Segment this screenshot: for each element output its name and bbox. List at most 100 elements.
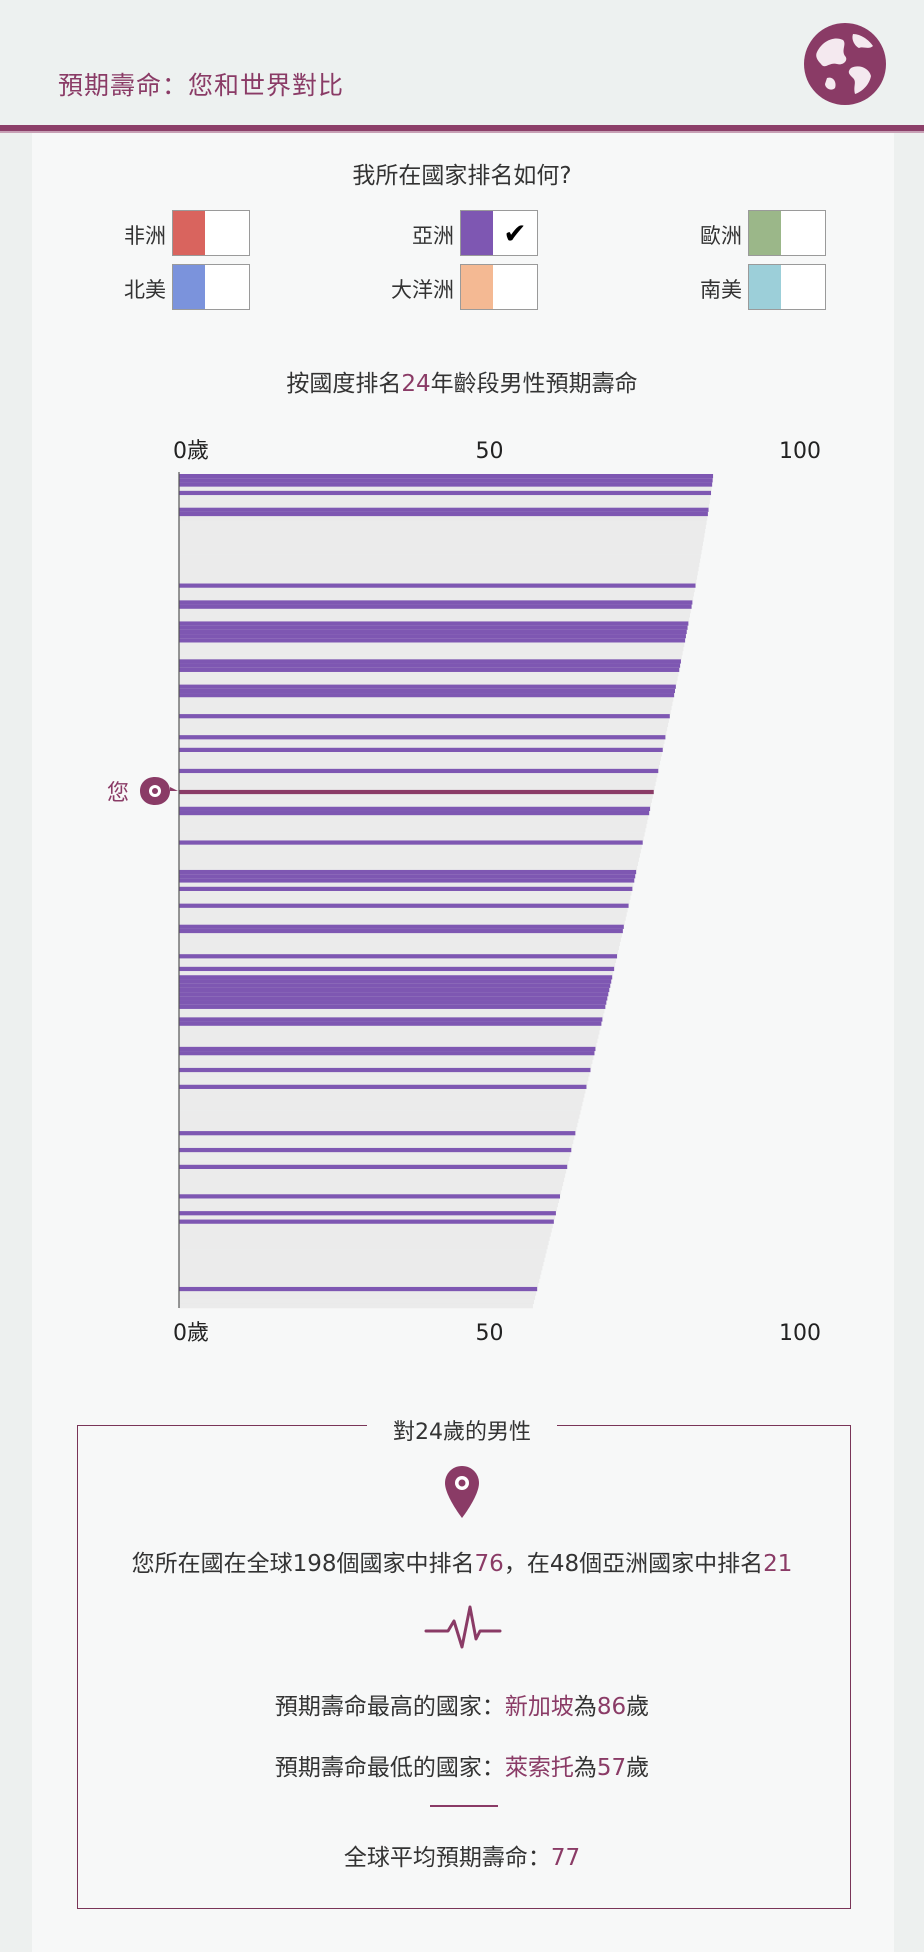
country-bar — [179, 562, 700, 567]
country-bar — [179, 1008, 605, 1014]
country-bar — [179, 1169, 567, 1174]
country-bar — [179, 554, 701, 559]
toggle-north-america[interactable]: 北美 — [110, 264, 250, 310]
country-bar — [179, 1291, 537, 1296]
country-bar — [179, 726, 668, 732]
highlighted-country-bar — [179, 1211, 556, 1216]
country-bar — [179, 722, 669, 728]
summary-title: 對24歲的男性 — [0, 1414, 924, 1446]
highlighted-country-bar — [179, 886, 633, 891]
rank-statement: 您所在國在全球198個國家中排名76，在48個亞洲國家中排名21 — [0, 1544, 924, 1578]
country-bar — [179, 933, 622, 938]
country-bar — [179, 646, 684, 652]
country-bar — [179, 971, 614, 976]
highest-value: 86 — [596, 1694, 627, 1720]
highlighted-country-bar — [179, 1084, 587, 1089]
location-pin-icon — [445, 1466, 479, 1518]
country-bar — [179, 1282, 539, 1288]
highlighted-country-bar — [179, 490, 712, 496]
country-bar — [179, 1156, 570, 1161]
toggle-asia[interactable]: 亞洲 ✔ — [380, 210, 538, 256]
country-bar — [179, 764, 660, 770]
toggle-switch[interactable]: ✔ — [460, 210, 538, 256]
country-bar — [179, 827, 646, 833]
toggle-label: 大洋洲 — [391, 278, 454, 302]
checkmark-icon[interactable]: ✔ — [503, 216, 527, 250]
country-bar — [179, 499, 710, 504]
country-bar — [179, 1173, 566, 1178]
country-bar — [179, 541, 704, 546]
highlighted-country-bar — [179, 1067, 591, 1073]
highlighted-country-bar — [179, 659, 681, 664]
country-bar — [179, 819, 648, 824]
country-bar — [179, 857, 639, 862]
country-bar — [179, 781, 656, 786]
country-bar — [179, 1261, 544, 1267]
country-bar — [179, 676, 678, 681]
highlighted-country-bar — [179, 1286, 538, 1292]
highlighted-country-bar — [179, 806, 651, 811]
country-bar — [179, 1215, 555, 1220]
country-bar — [179, 591, 694, 597]
toggle-label: 非洲 — [124, 224, 166, 248]
country-bar — [179, 1236, 550, 1241]
country-bar — [179, 848, 641, 854]
country-bar — [179, 566, 699, 572]
country-bar — [179, 1034, 599, 1039]
rank-mid: ，在48個亞洲國家中排名 — [503, 1551, 764, 1577]
country-bar — [179, 1114, 580, 1119]
toggle-switch[interactable] — [460, 264, 538, 310]
chart-title-suffix: 年齡段男性預期壽命 — [430, 371, 638, 397]
chart-title-prefix: 按國度排名 — [286, 371, 402, 397]
country-bar — [179, 524, 706, 530]
country-bar — [179, 1202, 558, 1208]
toggle-africa[interactable]: 非洲 — [110, 210, 250, 256]
highlighted-country-bar — [179, 987, 610, 993]
highlighted-country-bar — [179, 878, 635, 883]
country-bar — [179, 520, 707, 525]
highlighted-country-bar — [179, 1051, 595, 1056]
chart-title-age: 24 — [401, 371, 431, 397]
highlighted-country-bar — [179, 928, 623, 934]
highlighted-country-bar — [179, 1194, 561, 1199]
toggle-europe[interactable]: 歐洲 — [690, 210, 826, 256]
highlighted-country-bar — [179, 511, 708, 517]
filter-question: 我所在國家排名如何? — [352, 163, 572, 189]
country-bar — [179, 1038, 598, 1043]
highlighted-country-bar — [179, 966, 615, 972]
country-bar — [179, 705, 672, 711]
highlighted-country-bar — [179, 810, 650, 816]
country-bar — [179, 1126, 577, 1132]
country-bar — [179, 861, 639, 867]
highlighted-country-bar — [179, 714, 670, 719]
country-bar — [179, 1080, 588, 1086]
country-bar — [179, 1025, 601, 1031]
highlighted-country-bar — [179, 667, 680, 672]
country-bar — [179, 895, 631, 900]
country-bar — [179, 794, 653, 799]
country-bar — [179, 1198, 559, 1203]
highlighted-country-bar — [179, 663, 681, 668]
highlighted-country-bar — [179, 983, 611, 988]
toggle-label: 北美 — [124, 278, 166, 302]
highlighted-country-bar — [179, 996, 608, 1001]
country-bar — [179, 743, 664, 749]
toggle-switch[interactable] — [748, 210, 826, 256]
x-tick-label-bottom: 100 — [779, 1321, 821, 1346]
country-bar — [179, 1295, 536, 1300]
toggle-switch[interactable] — [172, 210, 250, 256]
country-bar — [179, 608, 691, 614]
country-bar — [179, 532, 705, 538]
highlighted-country-bar — [179, 604, 692, 609]
highlighted-country-bar — [179, 1017, 603, 1022]
toggle-oceania[interactable]: 大洋洲 — [360, 264, 538, 310]
average-statement: 全球平均預期壽命：77 — [0, 1838, 924, 1872]
country-bar — [179, 891, 632, 896]
toggle-south-america[interactable]: 南美 — [690, 264, 826, 310]
toggle-switch[interactable] — [748, 264, 826, 310]
toggle-switch[interactable] — [172, 264, 250, 310]
header-divider-shadow — [0, 131, 924, 133]
country-bar — [179, 1055, 594, 1060]
country-bar — [179, 773, 658, 778]
color-swatch — [749, 211, 781, 255]
